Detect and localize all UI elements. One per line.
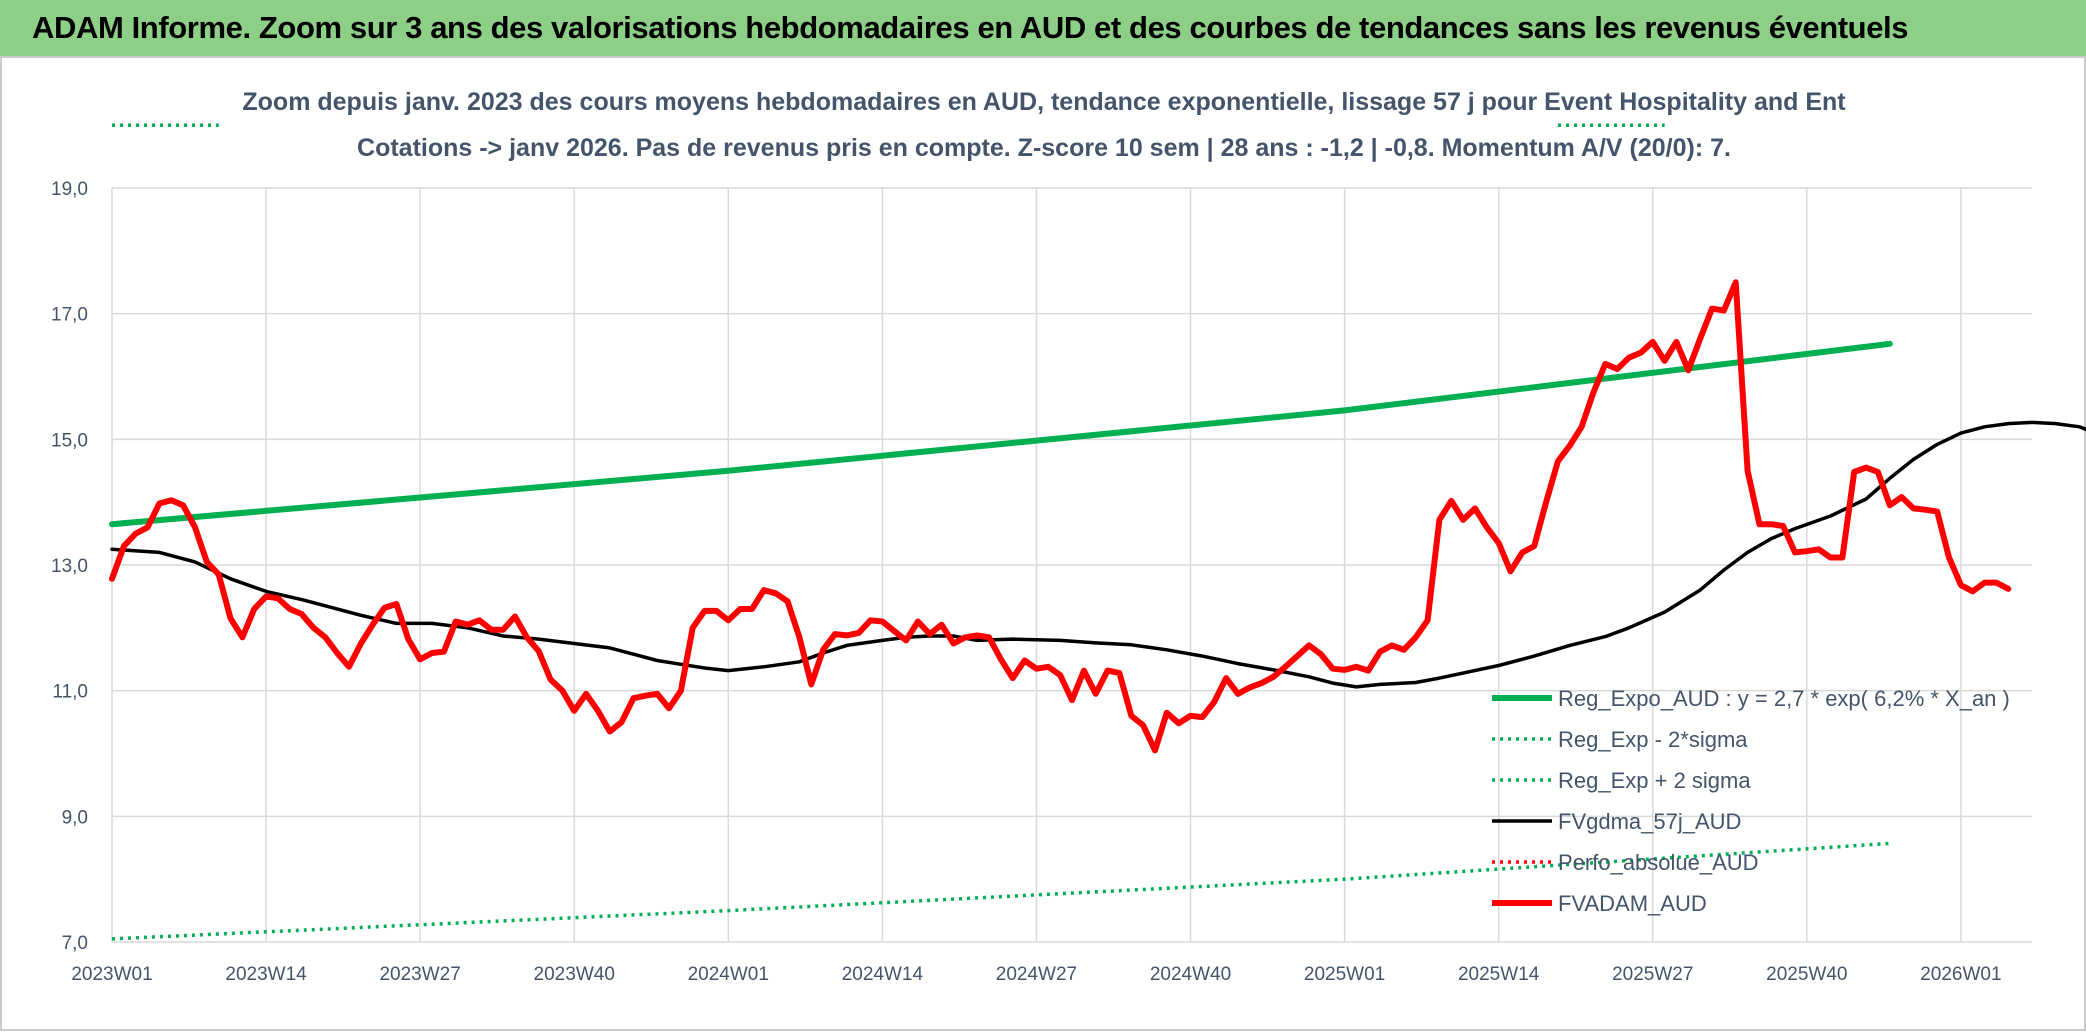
y-tick-label: 7,0 xyxy=(62,933,88,954)
x-axis-ticks: 2023W01 2023W14 2023W27 2023W40 2024W01 2024W… xyxy=(71,964,2001,985)
legend-label: Perfo_absolue_AUD xyxy=(1558,850,1759,875)
chart-panel: Zoom depuis janv. 2023 des cours moyens … xyxy=(0,56,2086,1031)
series-line-reg-expo-aud xyxy=(109,340,1893,528)
grid-lines xyxy=(111,187,2032,943)
series-lines xyxy=(109,123,2086,941)
y-tick-label: 17,0 xyxy=(51,305,88,326)
header-bar: ADAM Informe. Zoom sur 3 ans des valoris… xyxy=(0,0,2086,56)
y-tick-label: 15,0 xyxy=(51,430,88,451)
x-tick-label: 2024W14 xyxy=(842,964,924,985)
page-title: ADAM Informe. Zoom sur 3 ans des valoris… xyxy=(32,10,1909,45)
chart-title-line-1: Zoom depuis janv. 2023 des cours moyens … xyxy=(242,88,1846,116)
x-tick-label: 2024W27 xyxy=(996,964,1077,985)
chart-title-line-2: Cotations -> janv 2026. Pas de revenus p… xyxy=(357,134,1731,162)
x-tick-label: 2023W27 xyxy=(379,964,460,985)
y-axis-ticks: 7,0 9,0 11,0 13,0 15,0 17,0 19,0 xyxy=(51,179,88,954)
legend-label: FVADAM_AUD xyxy=(1558,891,1707,916)
legend-label: FVgdma_57j_AUD xyxy=(1558,809,1741,834)
x-tick-label: 2023W14 xyxy=(225,964,307,985)
y-tick-label: 13,0 xyxy=(51,556,88,577)
legend-label: Reg_Expo_AUD : y = 2,7 * exp( 6,2% * X_a… xyxy=(1558,686,2010,711)
y-tick-label: 9,0 xyxy=(62,807,88,828)
x-tick-label: 2025W14 xyxy=(1458,964,1540,985)
x-tick-label: 2024W01 xyxy=(688,964,769,985)
legend-label: Reg_Exp + 2 sigma xyxy=(1558,768,1751,793)
x-tick-label: 2025W27 xyxy=(1612,964,1693,985)
x-tick-label: 2024W40 xyxy=(1150,964,1231,985)
line-chart: Zoom depuis janv. 2023 des cours moyens … xyxy=(51,88,2086,985)
legend-label: Reg_Exp - 2*sigma xyxy=(1558,727,1748,752)
x-tick-label: 2026W01 xyxy=(1920,964,2001,985)
y-tick-label: 19,0 xyxy=(51,179,88,200)
series-line-fvgdma-57j-aud xyxy=(110,420,2086,689)
series-line-fvadam-aud xyxy=(109,279,2012,754)
x-tick-label: 2025W01 xyxy=(1304,964,1385,985)
x-tick-label: 2025W40 xyxy=(1766,964,1847,985)
y-tick-label: 11,0 xyxy=(52,682,88,703)
x-tick-label: 2023W01 xyxy=(71,964,152,985)
legend: Reg_Expo_AUD : y = 2,7 * exp( 6,2% * X_a… xyxy=(1492,686,2010,916)
x-tick-label: 2023W40 xyxy=(534,964,615,985)
